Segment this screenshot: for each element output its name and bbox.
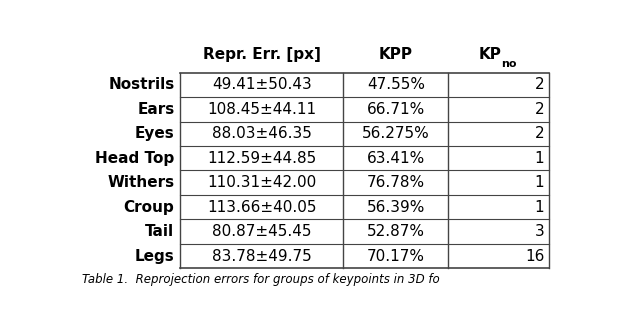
Text: 88.03±46.35: 88.03±46.35 [212, 126, 311, 141]
Text: 80.87±45.45: 80.87±45.45 [212, 224, 311, 239]
Text: no: no [502, 59, 517, 69]
Text: 2: 2 [535, 126, 544, 141]
Text: 2: 2 [535, 77, 544, 92]
Text: 113.66±40.05: 113.66±40.05 [207, 200, 316, 215]
Text: Withers: Withers [108, 175, 174, 190]
Text: 1: 1 [535, 151, 544, 166]
Text: 1: 1 [535, 200, 544, 215]
Text: Table 1.  Reprojection errors for groups of keypoints in 3D fo: Table 1. Reprojection errors for groups … [82, 273, 440, 286]
Text: 2: 2 [535, 102, 544, 117]
Text: 56.39%: 56.39% [366, 200, 425, 215]
Text: Nostrils: Nostrils [108, 77, 174, 92]
Text: 63.41%: 63.41% [366, 151, 425, 166]
Text: 83.78±49.75: 83.78±49.75 [212, 248, 311, 264]
Text: Eyes: Eyes [135, 126, 174, 141]
Text: Ears: Ears [137, 102, 174, 117]
Text: 52.87%: 52.87% [366, 224, 425, 239]
Text: 108.45±44.11: 108.45±44.11 [207, 102, 316, 117]
Text: Legs: Legs [135, 248, 174, 264]
Text: 1: 1 [535, 175, 544, 190]
Text: KPP: KPP [379, 48, 413, 62]
Text: 66.71%: 66.71% [366, 102, 425, 117]
Text: Tail: Tail [145, 224, 174, 239]
Text: 3: 3 [535, 224, 544, 239]
Text: 112.59±44.85: 112.59±44.85 [207, 151, 316, 166]
Text: 56.275%: 56.275% [362, 126, 430, 141]
Text: 70.17%: 70.17% [366, 248, 425, 264]
Text: 16: 16 [525, 248, 544, 264]
Text: 76.78%: 76.78% [366, 175, 425, 190]
Text: 49.41±50.43: 49.41±50.43 [212, 77, 311, 92]
Text: Head Top: Head Top [95, 151, 174, 166]
Text: 110.31±42.00: 110.31±42.00 [207, 175, 316, 190]
Text: 47.55%: 47.55% [366, 77, 425, 92]
Text: Repr. Err. [px]: Repr. Err. [px] [203, 48, 321, 62]
Text: Croup: Croup [124, 200, 174, 215]
Text: KP: KP [479, 48, 502, 62]
